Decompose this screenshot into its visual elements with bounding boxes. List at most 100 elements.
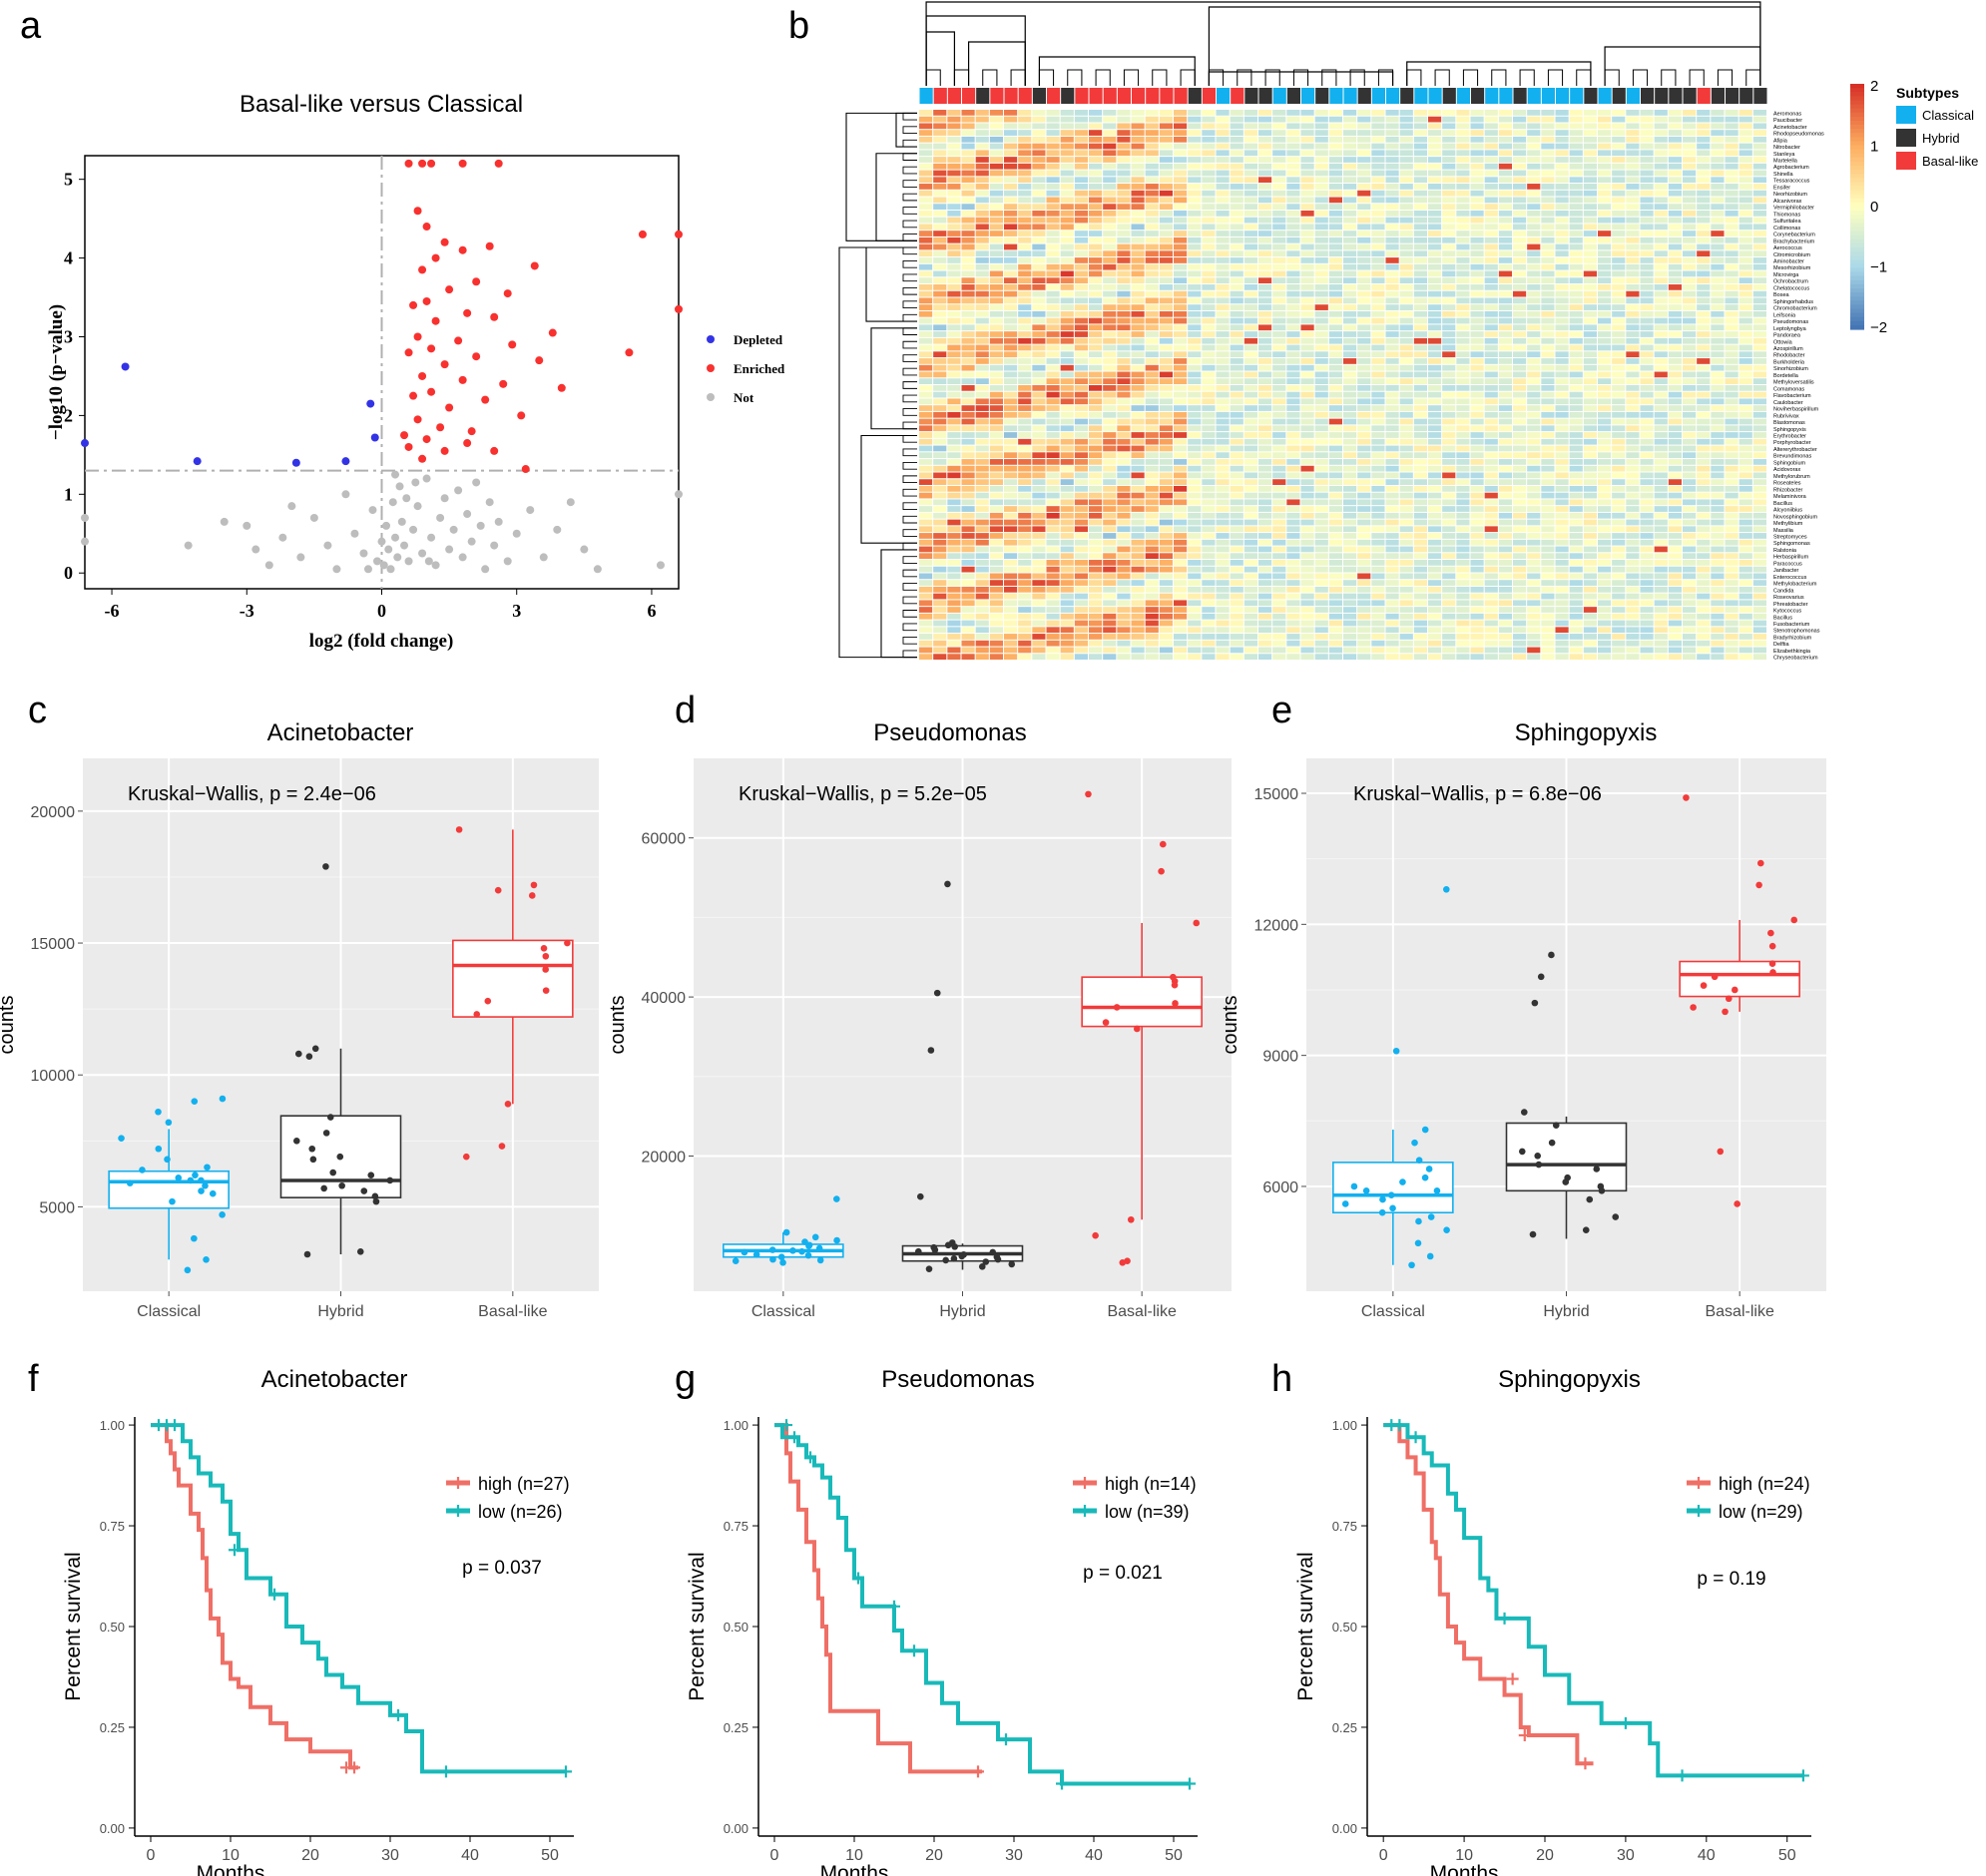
heatmap-cell	[1484, 452, 1498, 459]
heatmap-cell	[1569, 560, 1583, 566]
heatmap-cell	[1060, 465, 1074, 472]
heatmap-cell	[1598, 425, 1612, 432]
heatmap-cell	[1230, 331, 1243, 337]
heatmap-cell	[1626, 257, 1640, 263]
heatmap-cell	[1640, 411, 1654, 418]
heatmap-cell	[1371, 277, 1385, 284]
heatmap-cell	[1103, 243, 1117, 250]
heatmap-cell	[1456, 317, 1470, 324]
heatmap-cell	[1258, 184, 1272, 190]
heatmap-cell	[1159, 257, 1173, 263]
heatmap-cell	[1103, 526, 1117, 533]
heatmap-cell	[1343, 297, 1357, 304]
enriched-point	[440, 446, 449, 455]
heatmap-cell	[1060, 331, 1074, 337]
heatmap-cell	[1569, 459, 1583, 465]
heatmap-cell	[1060, 499, 1074, 506]
heatmap-cell	[1174, 210, 1188, 217]
heatmap-cell	[1300, 243, 1314, 250]
subtype-hybrid-cell	[1258, 88, 1272, 104]
heatmap-cell	[1598, 197, 1612, 204]
heatmap-cell	[1541, 123, 1555, 130]
heatmap-cell	[1569, 184, 1583, 190]
heatmap-cell	[1328, 546, 1342, 553]
heatmap-cell	[1074, 418, 1088, 425]
heatmap-cell	[1188, 560, 1202, 566]
heatmap-cell	[1668, 465, 1682, 472]
heatmap-cell	[1131, 277, 1145, 284]
heatmap-cell	[1089, 116, 1103, 123]
heatmap-cell	[1202, 425, 1216, 432]
heatmap-cell	[1314, 110, 1328, 116]
heatmap-cell	[1174, 277, 1188, 284]
heatmap-cell	[1357, 110, 1371, 116]
heatmap-cell	[975, 110, 989, 116]
heatmap-cell	[1145, 297, 1159, 304]
heatmap-cell	[1046, 593, 1060, 600]
heatmap-cell	[1456, 391, 1470, 398]
heatmap-cell	[1428, 297, 1442, 304]
heatmap-cell	[1456, 371, 1470, 378]
heatmap-cell	[1300, 385, 1314, 391]
panel-label-h: h	[1271, 1358, 1292, 1400]
heatmap-cell	[1725, 351, 1738, 358]
heatmap-cell	[1470, 297, 1484, 304]
heatmap-cell	[1626, 130, 1640, 136]
heatmap-cell	[1328, 472, 1342, 479]
heatmap-cell	[1626, 472, 1640, 479]
heatmap-cell	[1060, 284, 1074, 290]
heatmap-cell	[1131, 371, 1145, 378]
enriched-point	[490, 446, 499, 455]
heatmap-cell	[1442, 533, 1456, 539]
heatmap-cell	[1654, 277, 1668, 284]
heatmap-cell	[1286, 506, 1300, 512]
heatmap-cell	[1117, 364, 1131, 371]
heatmap-cell	[1456, 472, 1470, 479]
heatmap-cell	[1202, 116, 1216, 123]
heatmap-cell	[1513, 224, 1527, 231]
heatmap-cell	[1004, 110, 1018, 116]
heatmap-cell	[1668, 479, 1682, 485]
heatmap-cell	[1413, 405, 1427, 411]
heatmap-cell	[1131, 627, 1145, 634]
not-point	[449, 525, 458, 534]
heatmap-cell	[1385, 331, 1399, 337]
heatmap-cell	[1202, 546, 1216, 553]
heatmap-cell	[1272, 566, 1286, 573]
heatmap-cell	[989, 123, 1003, 130]
heatmap-cell	[1668, 580, 1682, 586]
heatmap-cell	[1258, 492, 1272, 499]
heatmap-cell	[1513, 519, 1527, 526]
heatmap-cell	[1046, 546, 1060, 553]
heatmap-cell	[961, 445, 975, 452]
heatmap-cell	[1371, 492, 1385, 499]
heatmap-cell	[947, 184, 961, 190]
heatmap-cell	[1583, 472, 1597, 479]
heatmap-cell	[1555, 385, 1569, 391]
depleted-point	[291, 458, 300, 467]
heatmap-cell	[1343, 512, 1357, 519]
heatmap-cell	[1498, 539, 1512, 546]
heatmap-cell	[1640, 364, 1654, 371]
subtype-basal-like-cell	[1132, 88, 1146, 104]
heatmap-cell	[1174, 378, 1188, 384]
heatmap-cell	[1697, 344, 1711, 351]
heatmap-cell	[1145, 157, 1159, 163]
heatmap-cell	[1216, 586, 1230, 593]
heatmap-cell	[1399, 432, 1413, 438]
heatmap-cell	[1683, 378, 1697, 384]
heatmap-cell	[1612, 391, 1626, 398]
heatmap-cell	[1286, 566, 1300, 573]
heatmap-cell	[1752, 566, 1766, 573]
enriched-point	[445, 403, 454, 412]
heatmap-cell	[1314, 157, 1328, 163]
heatmap-cell	[1442, 257, 1456, 263]
heatmap-cell	[1399, 607, 1413, 613]
heatmap-cell	[961, 452, 975, 459]
heatmap-cell	[1725, 533, 1738, 539]
heatmap-cell	[1357, 351, 1371, 358]
heatmap-cell	[1032, 411, 1046, 418]
heatmap-cell	[1612, 634, 1626, 640]
subtype-basal-like-cell	[962, 88, 976, 104]
heatmap-cell	[947, 150, 961, 157]
